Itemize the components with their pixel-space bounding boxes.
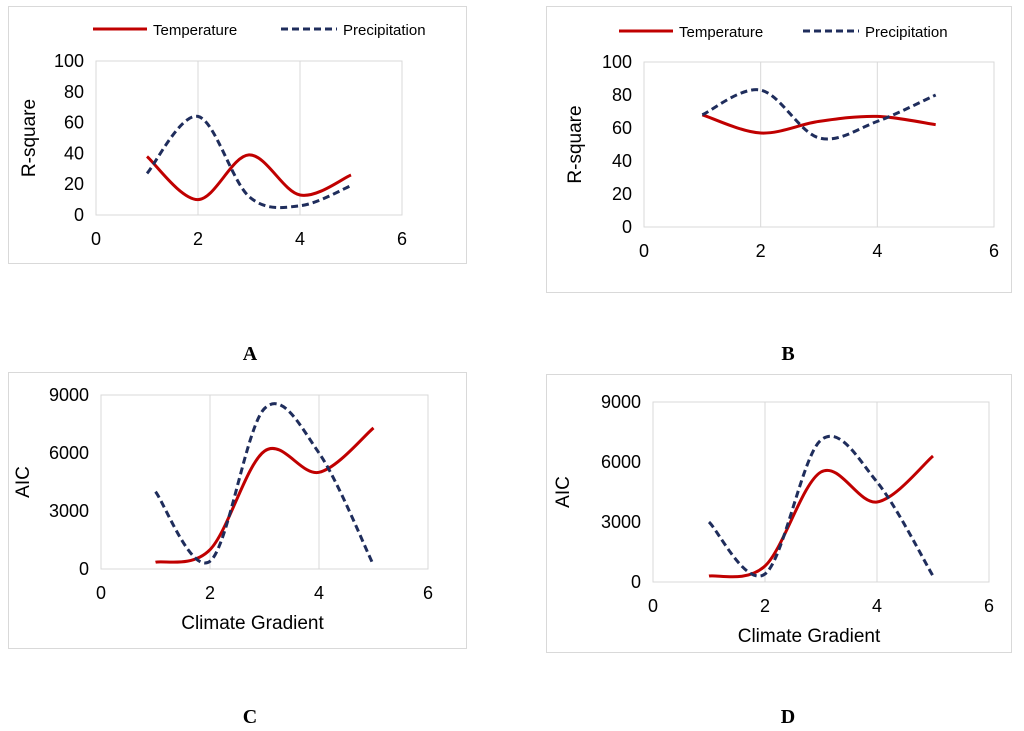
- plot-area-d: [652, 401, 990, 583]
- y-axis-label-c: AIC: [13, 466, 34, 498]
- legend-label-a-temperature: Temperature: [153, 22, 237, 39]
- y-tick-label-a: 60: [64, 113, 84, 133]
- chart-panel-d: 0 3000 6000 9000 0 2 4 6 AIC Climate Gradient: [546, 374, 1012, 653]
- y-axis-label-a: R-square: [19, 99, 40, 177]
- legend-label-a-precipitation: Precipitation: [343, 22, 426, 39]
- x-tick-label-a: 2: [193, 229, 203, 249]
- y-tick-label-d: 6000: [601, 452, 641, 472]
- series-line-c-temperature: [155, 426, 375, 564]
- y-tick-label-a: 0: [74, 205, 84, 225]
- series-line-b-temperature: [701, 113, 936, 135]
- y-tick-label-d: 9000: [601, 392, 641, 412]
- chart-d-svg: 0 3000 6000 9000 0 2 4 6 AIC Climate Gradient: [553, 392, 994, 647]
- y-tick-label-c: 6000: [49, 443, 89, 463]
- y-tick-label-a: 40: [64, 143, 84, 163]
- x-tick-label-b: 2: [756, 241, 766, 261]
- chart-panel-a: 0 20 40 60 80 100 0 2 4 6 R-square Temperature Preci…: [8, 6, 467, 264]
- y-tick-label-b: 80: [612, 85, 632, 105]
- y-tick-label-a: 80: [64, 82, 84, 102]
- panel-caption-d: D: [780, 706, 796, 728]
- x-tick-label-a: 4: [295, 229, 305, 249]
- x-tick-label-d: 4: [872, 596, 882, 616]
- x-tick-label-b: 0: [639, 241, 649, 261]
- chart-a-svg: 0 20 40 60 80 100 0 2 4 6 R-square Temperature Preci…: [19, 22, 426, 249]
- series-line-a-temperature: [145, 153, 352, 202]
- panel-caption-c: C: [242, 706, 258, 728]
- legend-label-b-precipitation: Precipitation: [865, 24, 948, 41]
- y-tick-label-a: 20: [64, 174, 84, 194]
- panel-caption-a: A: [242, 343, 258, 365]
- x-tick-label-c: 6: [423, 583, 433, 603]
- y-tick-label-b: 0: [622, 217, 632, 237]
- y-tick-label-c: 3000: [49, 501, 89, 521]
- series-line-a-precipitation: [145, 114, 352, 210]
- series-line-d-precipitation: [707, 434, 935, 578]
- chart-panel-b: 0 20 40 60 80 100 0 2 4 6 R-square Temperature Preci…: [546, 6, 1012, 293]
- x-tick-label-a: 0: [91, 229, 101, 249]
- y-tick-label-a: 100: [54, 51, 84, 71]
- series-line-b-precipitation: [701, 88, 937, 141]
- y-tick-label-d: 0: [631, 572, 641, 592]
- chart-b-svg: 0 20 40 60 80 100 0 2 4 6 R-square Temperature Preci…: [565, 24, 999, 261]
- chart-panel-c: 0 3000 6000 9000 0 2 4 6 AIC Climate Gradient: [8, 372, 467, 649]
- legend-label-b-temperature: Temperature: [679, 24, 763, 41]
- plot-area-b: [643, 61, 995, 228]
- x-tick-label-d: 0: [648, 596, 658, 616]
- series-line-c-precipitation: [154, 402, 375, 566]
- x-tick-label-c: 2: [205, 583, 215, 603]
- y-tick-label-c: 0: [79, 559, 89, 579]
- x-tick-label-b: 4: [872, 241, 882, 261]
- y-axis-label-b: R-square: [565, 105, 586, 183]
- x-axis-label-c: Climate Gradient: [181, 613, 324, 634]
- y-tick-label-d: 3000: [601, 512, 641, 532]
- x-tick-label-d: 2: [760, 596, 770, 616]
- plot-area-c: [100, 394, 429, 570]
- y-tick-label-c: 9000: [49, 385, 89, 405]
- y-tick-label-b: 100: [602, 52, 632, 72]
- plot-area-a: [95, 60, 403, 216]
- x-tick-label-a: 6: [397, 229, 407, 249]
- y-tick-label-b: 60: [612, 118, 632, 138]
- chart-c-svg: 0 3000 6000 9000 0 2 4 6 AIC Climate Gradient: [13, 385, 433, 634]
- x-axis-label-d: Climate Gradient: [738, 626, 881, 647]
- y-tick-label-b: 40: [612, 151, 632, 171]
- panel-caption-b: B: [781, 343, 795, 365]
- y-axis-label-d: AIC: [553, 476, 574, 508]
- x-tick-label-c: 4: [314, 583, 324, 603]
- y-tick-label-b: 20: [612, 184, 632, 204]
- x-tick-label-b: 6: [989, 241, 999, 261]
- x-tick-label-d: 6: [984, 596, 994, 616]
- x-tick-label-c: 0: [96, 583, 106, 603]
